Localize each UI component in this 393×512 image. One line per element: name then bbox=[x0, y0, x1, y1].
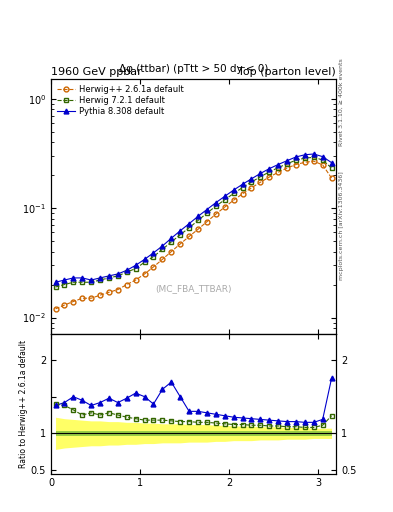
Text: Rivet 3.1.10, ≥ 400k events: Rivet 3.1.10, ≥ 400k events bbox=[339, 58, 344, 146]
Legend: Herwig++ 2.6.1a default, Herwig 7.2.1 default, Pythia 8.308 default: Herwig++ 2.6.1a default, Herwig 7.2.1 de… bbox=[55, 83, 186, 118]
Y-axis label: Ratio to Herwig++ 2.6.1a default: Ratio to Herwig++ 2.6.1a default bbox=[19, 340, 28, 468]
Text: Top (parton level): Top (parton level) bbox=[238, 67, 336, 77]
Text: mcplots.cern.ch [arXiv:1306.3436]: mcplots.cern.ch [arXiv:1306.3436] bbox=[339, 171, 344, 280]
Text: 1960 GeV ppbar: 1960 GeV ppbar bbox=[51, 67, 142, 77]
Text: Δφ (ttbar) (pTtt > 50 dy < 0): Δφ (ttbar) (pTtt > 50 dy < 0) bbox=[119, 65, 268, 74]
Text: (MC_FBA_TTBAR): (MC_FBA_TTBAR) bbox=[155, 284, 232, 293]
